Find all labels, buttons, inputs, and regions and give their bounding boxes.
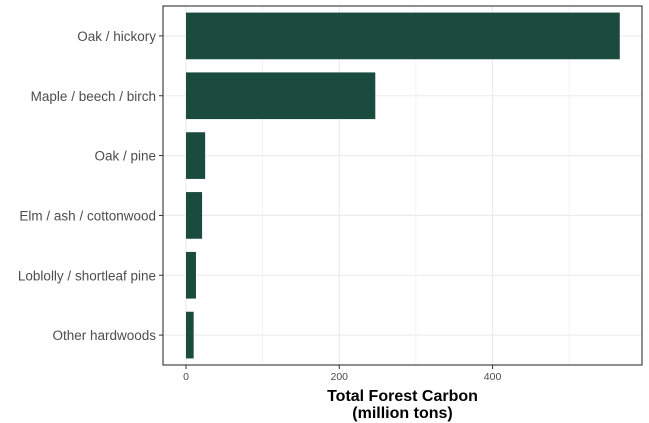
y-tick-label: Elm / ash / cottonwood <box>19 208 156 223</box>
y-tick-label: Other hardwoods <box>52 328 156 343</box>
bar <box>185 132 206 179</box>
bar <box>185 251 196 299</box>
panel-background <box>163 6 642 365</box>
y-tick-label: Loblolly / shortleaf pine <box>18 268 156 283</box>
bar <box>185 311 194 359</box>
x-tick-label: 400 <box>484 371 502 383</box>
y-tick-label: Oak / pine <box>94 149 156 164</box>
bars <box>185 12 620 359</box>
x-axis-title-line-2: (million tons) <box>352 405 452 422</box>
bar <box>185 12 620 60</box>
x-axis-title-line-1: Total Forest Carbon <box>327 388 478 405</box>
y-tick-label: Oak / hickory <box>77 29 156 44</box>
x-tick-label: 0 <box>183 371 189 383</box>
bar <box>185 192 203 239</box>
y-axis-ticks: Oak / hickory Maple / beech / birch Oak / … <box>18 29 163 343</box>
panel-border <box>162 5 643 366</box>
x-tick-label: 200 <box>331 371 349 383</box>
x-axis-ticks: 0 200 400 <box>183 365 501 383</box>
y-tick-label: Maple / beech / birch <box>31 89 156 104</box>
bar <box>185 72 376 120</box>
